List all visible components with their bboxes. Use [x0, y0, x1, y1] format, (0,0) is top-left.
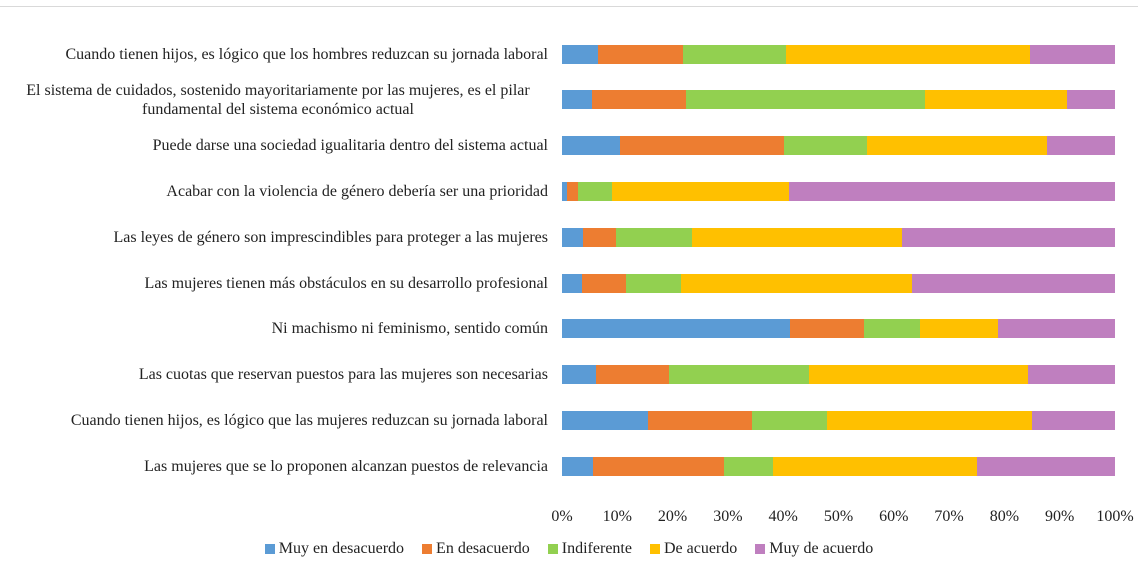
- category-label-box: Las cuotas que reservan puestos para las…: [139, 353, 548, 397]
- bar-segment: [626, 273, 681, 293]
- x-tick-label: 70%: [934, 508, 964, 525]
- x-tick-label: 90%: [1045, 508, 1075, 525]
- legend-swatch: [422, 544, 433, 554]
- legend-item: En desacuerdo: [422, 540, 530, 558]
- category-label-box: Acabar con la violencia de género deberí…: [166, 169, 548, 213]
- x-tick-label: 20%: [657, 508, 688, 525]
- bar-segment: [997, 319, 1115, 339]
- category-label-box: Cuando tienen hijos, es lógico que las m…: [71, 398, 548, 442]
- legend-label: Muy en desacuerdo: [278, 540, 405, 557]
- legend-swatch: [755, 544, 766, 554]
- x-tick-label: 0%: [551, 508, 573, 525]
- bar-segment: [902, 227, 1115, 247]
- legend-item: Muy en desacuerdo: [264, 540, 405, 558]
- bar-segment: [826, 410, 1033, 430]
- category-label-box: Las leyes de género son imprescindibles …: [113, 215, 548, 259]
- bar-segment: [1046, 136, 1115, 156]
- bar-segment: [1029, 44, 1115, 64]
- bar-segment: [562, 181, 567, 201]
- x-tick-label: 80%: [989, 508, 1020, 525]
- bar-segment: [783, 136, 868, 156]
- category-label-box: El sistema de cuidados, sostenido mayori…: [8, 78, 548, 122]
- legend-label: En desacuerdo: [436, 540, 530, 557]
- x-tick-label: 100%: [1096, 508, 1134, 525]
- bar-segment: [683, 44, 786, 64]
- bar-segment: [976, 456, 1115, 476]
- bar-segment: [668, 365, 810, 385]
- bar-segment: [562, 90, 592, 110]
- category-label-box: Cuando tienen hijos, es lógico que los h…: [65, 32, 548, 76]
- bar-segment: [1066, 90, 1115, 110]
- category-label-box: Las mujeres tienen más obstáculos en su …: [145, 261, 548, 305]
- bar-segment: [785, 44, 1030, 64]
- bar-segment: [1028, 365, 1115, 385]
- bar-segment: [566, 181, 579, 201]
- legend-item: De acuerdo: [649, 540, 738, 558]
- category-label: Las mujeres tienen más obstáculos en su …: [144, 274, 548, 292]
- bar-segment: [789, 319, 864, 339]
- bar-segment: [562, 410, 649, 430]
- bar-segment: [562, 136, 621, 156]
- bar-segment: [595, 365, 669, 385]
- category-label: Cuando tienen hijos, es lógico que las m…: [70, 411, 548, 429]
- category-label-box: Las mujeres que se lo proponen alcanzan …: [144, 444, 548, 488]
- bar-segment: [912, 273, 1115, 293]
- category-label: Las cuotas que reservan puestos para las…: [138, 366, 548, 384]
- bar-segment: [788, 181, 1115, 201]
- bar-segment: [863, 319, 920, 339]
- bar-segment: [919, 319, 998, 339]
- bar-segment: [562, 319, 790, 339]
- category-label-box: Ni machismo ni feminismo, sentido común: [272, 307, 548, 351]
- category-label: Acabar con la violencia de género deberí…: [166, 182, 548, 200]
- legend-item: Indiferente: [547, 540, 632, 558]
- bar-segment: [562, 456, 593, 476]
- bar-segment: [592, 456, 724, 476]
- bar-segment: [924, 90, 1067, 110]
- category-label-box: Puede darse una sociedad igualitaria den…: [153, 124, 548, 168]
- bar-segment: [620, 136, 784, 156]
- legend-swatch: [649, 544, 660, 554]
- bar-segment: [562, 227, 583, 247]
- bar-segment: [562, 365, 596, 385]
- bar-segment: [583, 227, 617, 247]
- x-tick-label: 30%: [713, 508, 743, 525]
- category-label: Las leyes de género son imprescindibles …: [113, 228, 548, 246]
- category-label: Puede darse una sociedad igualitaria den…: [152, 137, 548, 155]
- bar-segment: [562, 44, 598, 64]
- bar-segment: [591, 90, 686, 110]
- bar-segment: [680, 273, 913, 293]
- x-tick-label: 60%: [879, 508, 909, 525]
- bar-segment: [685, 90, 925, 110]
- category-label: Las mujeres que se lo proponen alcanzan …: [144, 457, 548, 475]
- x-tick-label: 10%: [602, 508, 632, 525]
- bar-segment: [648, 410, 753, 430]
- category-label: El sistema de cuidados, sostenido mayori…: [26, 81, 530, 118]
- bar-segment: [752, 410, 827, 430]
- bar-segment: [616, 227, 692, 247]
- legend-item: Muy de acuerdo: [755, 540, 873, 558]
- legend-label: De acuerdo: [663, 540, 738, 557]
- legend-label: Indiferente: [561, 540, 632, 557]
- top-rule: [0, 6, 1138, 7]
- bar-segment: [691, 227, 903, 247]
- category-label: Ni machismo ni feminismo, sentido común: [271, 320, 548, 338]
- bar-segment: [773, 456, 977, 476]
- legend-label: Muy de acuerdo: [769, 540, 874, 557]
- category-label: Cuando tienen hijos, es lógico que los h…: [65, 45, 548, 63]
- bar-segment: [578, 181, 612, 201]
- legend-swatch: [264, 544, 275, 554]
- bar-segment: [562, 273, 582, 293]
- legend: Muy en desacuerdo En desacuerdo Indiferent…: [0, 540, 1138, 558]
- bar-segment: [809, 365, 1029, 385]
- bar-segment: [597, 44, 684, 64]
- legend-swatch: [547, 544, 558, 554]
- bar-segment: [1032, 410, 1115, 430]
- x-tick-label: 50%: [823, 508, 854, 525]
- bar-segment: [867, 136, 1047, 156]
- bar-segment: [581, 273, 627, 293]
- bar-segment: [724, 456, 774, 476]
- bar-segment: [611, 181, 789, 201]
- x-tick-label: 40%: [768, 508, 798, 525]
